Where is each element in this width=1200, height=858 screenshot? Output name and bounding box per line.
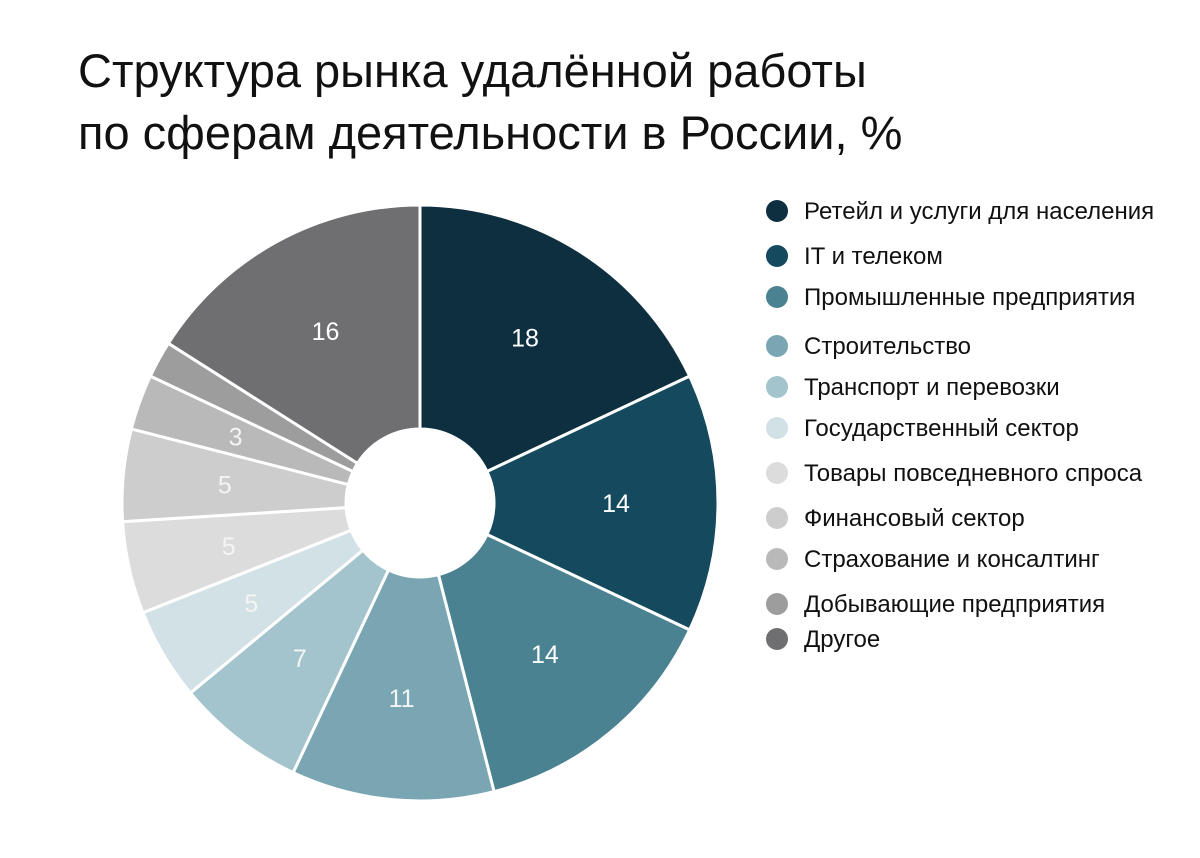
data-label-4: 11 bbox=[389, 685, 415, 713]
chart-title-line-1: Структура рынка удалённой работы bbox=[78, 44, 867, 97]
legend-swatch bbox=[766, 245, 788, 267]
data-label-2: 14 bbox=[602, 490, 630, 518]
legend-swatch bbox=[766, 548, 788, 570]
legend-label: Добывающие предприятия bbox=[804, 591, 1106, 618]
legend-label: Товары повседневного спроса bbox=[804, 460, 1143, 487]
legend-swatch bbox=[766, 462, 788, 484]
data-label-5: 7 bbox=[293, 645, 307, 673]
legend-swatch bbox=[766, 417, 788, 439]
legend-swatch bbox=[766, 376, 788, 398]
legend-swatch bbox=[766, 200, 788, 222]
chart-title-line-2: по сферам деятельности в России, % bbox=[78, 106, 903, 159]
legend-label: Строительство bbox=[804, 333, 972, 360]
legend-item: Финансовый сектор bbox=[762, 503, 1182, 534]
legend-item: Строительство bbox=[762, 331, 1182, 362]
legend-swatch bbox=[766, 286, 788, 308]
legend-label: Государственный сектор bbox=[804, 415, 1079, 442]
legend-label: Страхование и консалтинг bbox=[804, 546, 1100, 573]
slice-11 bbox=[166, 203, 422, 466]
legend-swatch bbox=[766, 335, 788, 357]
legend-label: Транспорт и перевозки bbox=[804, 374, 1060, 401]
data-label-7: 5 bbox=[222, 533, 236, 561]
slice-3 bbox=[436, 532, 692, 794]
legend-item: Добывающие предприятия bbox=[762, 589, 1182, 620]
legend-label: Промышленные предприятия bbox=[804, 284, 1136, 311]
legend-item: Другое bbox=[762, 624, 1182, 655]
legend-label: IT и телеком bbox=[804, 243, 943, 270]
slice-2 bbox=[484, 374, 720, 632]
data-label-11: 16 bbox=[312, 318, 340, 346]
legend-item: Страхование и консалтинг bbox=[762, 544, 1182, 575]
legend-item: Товары повседневного спроса bbox=[762, 458, 1182, 489]
data-label-6: 5 bbox=[244, 590, 258, 618]
slice-5 bbox=[188, 548, 391, 775]
legend-label: Ретейл и услуги для населения bbox=[804, 198, 1155, 225]
legend-swatch bbox=[766, 507, 788, 529]
legend-label: Другое bbox=[804, 626, 881, 653]
legend-label: Финансовый сектор bbox=[804, 505, 1025, 532]
donut-slices bbox=[120, 203, 720, 803]
slice-1 bbox=[418, 203, 692, 474]
legend-item: Ретейл и услуги для населения bbox=[762, 196, 1182, 227]
legend-swatch bbox=[766, 628, 788, 650]
donut-data-labels: 18 14 14 11 7 5 5 5 3 16 bbox=[218, 318, 630, 713]
data-label-8: 5 bbox=[218, 472, 232, 500]
legend-item: Государственный сектор bbox=[762, 413, 1182, 444]
slice-4 bbox=[291, 567, 496, 803]
chart-title: Структура рынка удалённой работы по сфер… bbox=[78, 40, 1078, 164]
legend-item: Промышленные предприятия bbox=[762, 282, 1182, 313]
legend-swatch bbox=[766, 593, 788, 615]
data-label-3: 14 bbox=[531, 641, 559, 669]
legend-item: Транспорт и перевозки bbox=[762, 372, 1182, 403]
data-label-1: 18 bbox=[511, 325, 539, 353]
legend: Ретейл и услуги для населения IT и телеко… bbox=[762, 196, 1182, 655]
legend-item: IT и телеком bbox=[762, 241, 1182, 272]
data-label-9: 3 bbox=[229, 424, 243, 452]
